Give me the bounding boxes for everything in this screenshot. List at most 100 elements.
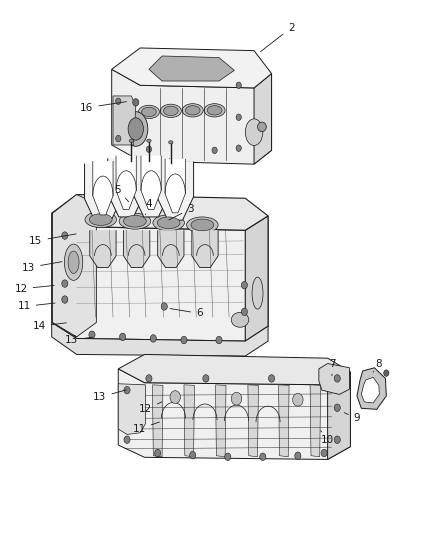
Text: 10: 10 [321, 431, 334, 445]
Polygon shape [108, 158, 145, 217]
Circle shape [295, 452, 301, 459]
Polygon shape [215, 385, 226, 457]
Polygon shape [118, 354, 350, 385]
Circle shape [133, 99, 139, 106]
Text: 12: 12 [14, 284, 54, 294]
Polygon shape [90, 230, 116, 268]
Text: 16: 16 [80, 102, 127, 112]
Ellipse shape [64, 244, 83, 280]
Text: 9: 9 [344, 413, 360, 423]
Circle shape [146, 146, 152, 152]
Circle shape [170, 391, 180, 403]
Ellipse shape [252, 277, 263, 309]
Ellipse shape [147, 139, 151, 142]
Circle shape [236, 82, 241, 88]
Ellipse shape [119, 213, 151, 229]
Circle shape [334, 375, 340, 382]
Polygon shape [245, 216, 268, 341]
Circle shape [260, 453, 266, 461]
Ellipse shape [89, 214, 112, 225]
Polygon shape [93, 161, 113, 215]
Polygon shape [141, 156, 161, 209]
Circle shape [241, 281, 247, 289]
Polygon shape [165, 159, 185, 213]
Circle shape [216, 336, 222, 344]
Polygon shape [53, 195, 96, 337]
Ellipse shape [160, 104, 181, 118]
Ellipse shape [85, 212, 117, 228]
Polygon shape [116, 156, 136, 209]
Circle shape [124, 386, 130, 394]
Text: 13: 13 [22, 262, 62, 272]
Text: 5: 5 [114, 185, 129, 201]
Ellipse shape [185, 106, 200, 115]
Polygon shape [52, 322, 268, 356]
Circle shape [89, 331, 95, 338]
Ellipse shape [245, 119, 263, 146]
Circle shape [116, 135, 121, 142]
Circle shape [161, 303, 167, 310]
Text: 12: 12 [139, 402, 162, 414]
Circle shape [231, 392, 242, 405]
Ellipse shape [163, 106, 178, 116]
Polygon shape [357, 368, 386, 409]
Polygon shape [184, 385, 194, 457]
Ellipse shape [182, 103, 203, 117]
Polygon shape [85, 164, 121, 222]
Ellipse shape [153, 215, 184, 231]
Text: 2: 2 [261, 23, 295, 52]
Circle shape [146, 375, 152, 382]
Circle shape [62, 232, 68, 239]
Ellipse shape [124, 215, 146, 227]
Polygon shape [328, 372, 350, 459]
Circle shape [236, 145, 241, 151]
Circle shape [190, 451, 196, 459]
Text: 11: 11 [18, 302, 55, 311]
Text: 11: 11 [133, 422, 159, 434]
Ellipse shape [129, 139, 134, 142]
Polygon shape [310, 385, 321, 457]
Polygon shape [361, 377, 379, 403]
Text: 13: 13 [93, 390, 127, 402]
Text: 3: 3 [169, 204, 194, 220]
Ellipse shape [138, 106, 159, 119]
Circle shape [384, 370, 389, 376]
Text: 8: 8 [373, 359, 382, 372]
Text: 4: 4 [145, 199, 152, 215]
Polygon shape [157, 161, 194, 220]
Ellipse shape [207, 106, 222, 115]
Text: 15: 15 [29, 234, 76, 246]
Polygon shape [113, 96, 136, 145]
Polygon shape [133, 158, 170, 217]
Circle shape [334, 436, 340, 443]
Ellipse shape [141, 107, 156, 117]
Polygon shape [112, 48, 272, 88]
Circle shape [334, 404, 340, 411]
Polygon shape [192, 230, 218, 268]
Circle shape [212, 147, 217, 154]
Circle shape [120, 333, 126, 341]
Ellipse shape [191, 219, 214, 231]
Ellipse shape [204, 103, 225, 117]
Circle shape [203, 375, 209, 382]
Circle shape [241, 308, 247, 316]
Polygon shape [124, 230, 150, 268]
Ellipse shape [124, 112, 148, 147]
Polygon shape [152, 385, 163, 457]
Polygon shape [112, 69, 272, 164]
Circle shape [155, 449, 161, 457]
Circle shape [150, 335, 156, 342]
Circle shape [321, 449, 327, 457]
Ellipse shape [157, 217, 180, 229]
Polygon shape [149, 56, 234, 81]
Circle shape [293, 393, 303, 406]
Ellipse shape [128, 118, 143, 140]
Ellipse shape [231, 312, 249, 327]
Text: 14: 14 [33, 321, 67, 331]
Circle shape [62, 296, 68, 303]
Circle shape [268, 375, 275, 382]
Ellipse shape [169, 141, 173, 144]
Polygon shape [248, 385, 258, 457]
Polygon shape [158, 230, 184, 268]
Circle shape [116, 98, 121, 104]
